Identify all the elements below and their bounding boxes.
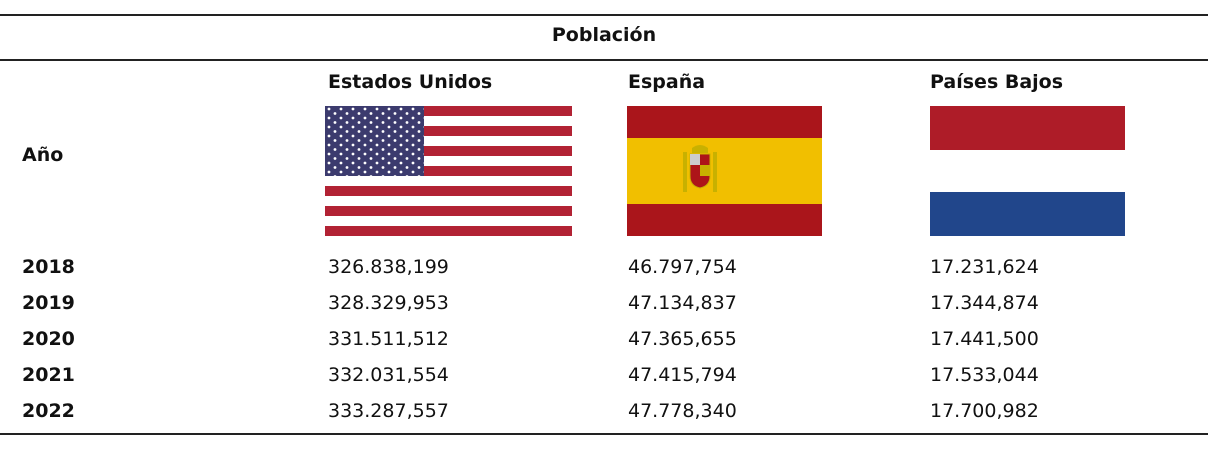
column-header: Países Bajos (930, 71, 1064, 93)
column-header: Año (22, 144, 64, 166)
cell: 17.533,044 (930, 364, 1039, 386)
cell: 326.838,199 (328, 256, 449, 278)
column-header: España (628, 71, 706, 93)
top-rule (0, 14, 1208, 16)
cell: 46.797,754 (628, 256, 737, 278)
cell: 47.415,794 (628, 364, 737, 386)
cell: 332.031,554 (328, 364, 449, 386)
flag-netherlands (930, 106, 1125, 236)
cell: 331.511,512 (328, 328, 449, 350)
title-rule (0, 59, 1208, 61)
row-year: 2021 (22, 364, 75, 386)
table-title: Población (551, 24, 657, 46)
cell: 47.778,340 (628, 400, 737, 422)
row-year: 2018 (22, 256, 75, 278)
cell: 47.134,837 (628, 292, 737, 314)
cell: 17.344,874 (930, 292, 1039, 314)
cell: 17.231,624 (930, 256, 1039, 278)
cell: 47.365,655 (628, 328, 737, 350)
row-year: 2019 (22, 292, 75, 314)
cell: 328.329,953 (328, 292, 449, 314)
cell: 333.287,557 (328, 400, 449, 422)
row-year: 2022 (22, 400, 75, 422)
flag-spain (627, 106, 822, 236)
row-year: 2020 (22, 328, 75, 350)
cell: 17.441,500 (930, 328, 1039, 350)
bottom-rule (0, 433, 1208, 435)
column-header: Estados Unidos (328, 71, 493, 93)
flag-usa (325, 106, 572, 236)
cell: 17.700,982 (930, 400, 1039, 422)
